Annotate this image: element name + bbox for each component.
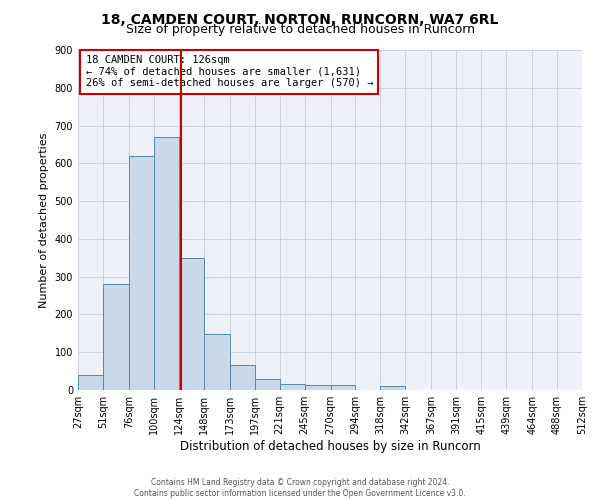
Bar bbox=[380, 386, 406, 390]
Bar bbox=[78, 375, 103, 390]
Text: 18 CAMDEN COURT: 126sqm
← 74% of detached houses are smaller (1,631)
26% of semi: 18 CAMDEN COURT: 126sqm ← 74% of detache… bbox=[86, 55, 373, 88]
Bar bbox=[103, 284, 129, 390]
Bar bbox=[129, 156, 154, 390]
Bar bbox=[179, 258, 204, 390]
Text: 18, CAMDEN COURT, NORTON, RUNCORN, WA7 6RL: 18, CAMDEN COURT, NORTON, RUNCORN, WA7 6… bbox=[101, 12, 499, 26]
X-axis label: Distribution of detached houses by size in Runcorn: Distribution of detached houses by size … bbox=[179, 440, 481, 453]
Bar bbox=[331, 386, 355, 390]
Bar bbox=[254, 378, 280, 390]
Bar bbox=[230, 366, 254, 390]
Bar bbox=[280, 384, 305, 390]
Y-axis label: Number of detached properties: Number of detached properties bbox=[39, 132, 49, 308]
Text: Contains HM Land Registry data © Crown copyright and database right 2024.
Contai: Contains HM Land Registry data © Crown c… bbox=[134, 478, 466, 498]
Bar bbox=[305, 386, 331, 390]
Bar bbox=[154, 137, 179, 390]
Text: Size of property relative to detached houses in Runcorn: Size of property relative to detached ho… bbox=[125, 22, 475, 36]
Bar bbox=[204, 334, 230, 390]
